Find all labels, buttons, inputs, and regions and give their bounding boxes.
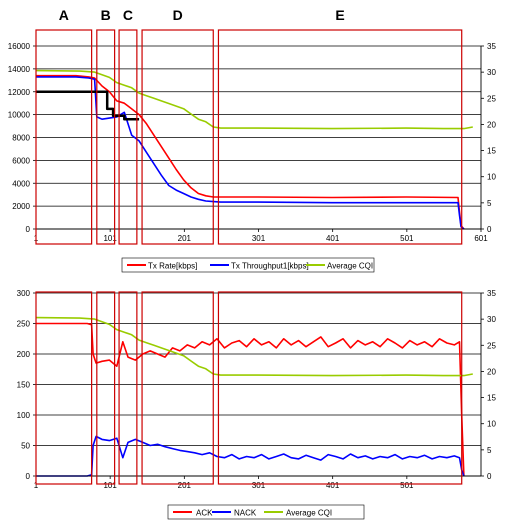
legend-label-tx-rate: Tx Rate[kbps] <box>148 262 197 271</box>
y-tick-label-left: 100 <box>17 411 31 420</box>
chart-top: 0 2000 4000 6000 8000 10000 12000 14000 16000 0 5 1… <box>8 42 497 243</box>
y-tick-label-left: 0 <box>26 472 31 481</box>
region-box-b <box>96 29 116 245</box>
legend-label-tx-throughput: Tx Throughput1[kbps] <box>231 262 309 271</box>
y-tick-label-left: 12000 <box>8 88 31 97</box>
y-tick-label-left: 50 <box>21 442 30 451</box>
y-tick-label-right: 10 <box>487 420 496 429</box>
x-tick-label: 101 <box>103 481 117 490</box>
x-tick-label: 401 <box>326 481 340 490</box>
region-box-a <box>35 291 93 485</box>
y-tick-label-left: 0 <box>26 225 31 234</box>
region-label-a: A <box>59 7 69 23</box>
axes-top: 0 2000 4000 6000 8000 10000 12000 14000 16000 0 5 1… <box>8 42 497 243</box>
legend-top: Tx Rate[kbps] Tx Throughput1[kbps] Avera… <box>121 257 375 273</box>
y-tick-label-left: 6000 <box>12 156 30 165</box>
y-tick-label-right: 25 <box>487 94 496 103</box>
y-tick-label-right: 10 <box>487 173 496 182</box>
x-tick-label: 601 <box>474 234 488 243</box>
y-tick-label-left: 8000 <box>12 134 30 143</box>
series-line-step-reference <box>36 90 140 121</box>
x-tick-label: 1 <box>34 481 39 490</box>
y-tick-label-left: 200 <box>17 350 31 359</box>
y-tick-label-left: 10000 <box>8 111 31 120</box>
y-tick-label-left: 2000 <box>12 202 30 211</box>
y-tick-label-right: 35 <box>487 42 496 51</box>
legend-label-ack: ACK <box>196 509 213 518</box>
y-tick-label-right: 35 <box>487 289 496 298</box>
region-label-b: B <box>101 7 111 23</box>
region-box-e <box>217 29 463 245</box>
series-top <box>35 69 473 230</box>
region-label-c: C <box>123 7 133 23</box>
series-line-ack <box>36 322 465 477</box>
y-tick-label-right: 5 <box>487 199 492 208</box>
region-box-a <box>35 29 93 245</box>
region-label-d: D <box>173 7 183 23</box>
region-box-d <box>141 29 214 245</box>
x-tick-label: 401 <box>326 234 340 243</box>
y-tick-label-left: 4000 <box>12 179 30 188</box>
y-tick-label-left: 150 <box>17 381 31 390</box>
region-box-b <box>96 291 116 485</box>
x-tick-label: 301 <box>252 234 266 243</box>
y-tick-label-left: 250 <box>17 320 31 329</box>
y-tick-label-right: 30 <box>487 315 496 324</box>
legend-label-nack: NACK <box>234 509 257 518</box>
region-box-e <box>217 291 463 485</box>
y-tick-label-right: 25 <box>487 341 496 350</box>
y-tick-label-left: 16000 <box>8 42 31 51</box>
x-tick-label: 101 <box>103 234 117 243</box>
x-tick-label: 301 <box>252 481 266 490</box>
region-label-e: E <box>335 7 344 23</box>
x-tick-label: 201 <box>178 234 192 243</box>
x-tick-label: 201 <box>178 481 192 490</box>
y-tick-label-right: 20 <box>487 367 496 376</box>
series-bottom <box>35 316 473 477</box>
region-box-c <box>118 291 138 485</box>
legend-label-avg-cqi-bottom: Average CQI <box>286 509 332 518</box>
y-tick-label-right: 0 <box>487 472 492 481</box>
series-line-average-cqi <box>35 69 473 130</box>
y-tick-label-right: 15 <box>487 147 496 156</box>
y-tick-label-right: 5 <box>487 446 492 455</box>
series-line-tx-rate-kbps <box>36 74 465 230</box>
y-tick-label-right: 20 <box>487 120 496 129</box>
y-tick-label-left: 14000 <box>8 65 31 74</box>
chart-bottom: 0 50 100 150 200 250 300 0 5 10 15 20 25 30 35 1 101 201 3… <box>17 289 497 490</box>
y-tick-label-right: 30 <box>487 68 496 77</box>
y-tick-label-left: 300 <box>17 289 31 298</box>
legend-label-avg-cqi-top: Average CQI <box>327 262 373 271</box>
series-line-average-cqi <box>35 316 473 377</box>
y-tick-label-right: 0 <box>487 225 492 234</box>
series-line-tx-throughput1-kbps <box>36 76 465 230</box>
x-tick-label: 501 <box>400 481 414 490</box>
series-line-nack <box>36 435 465 477</box>
y-tick-label-right: 15 <box>487 394 496 403</box>
region-box-d <box>141 291 214 485</box>
x-tick-label: 501 <box>400 234 414 243</box>
region-box-c <box>118 29 138 245</box>
legend-bottom: ACK NACK Average CQI <box>167 504 365 520</box>
